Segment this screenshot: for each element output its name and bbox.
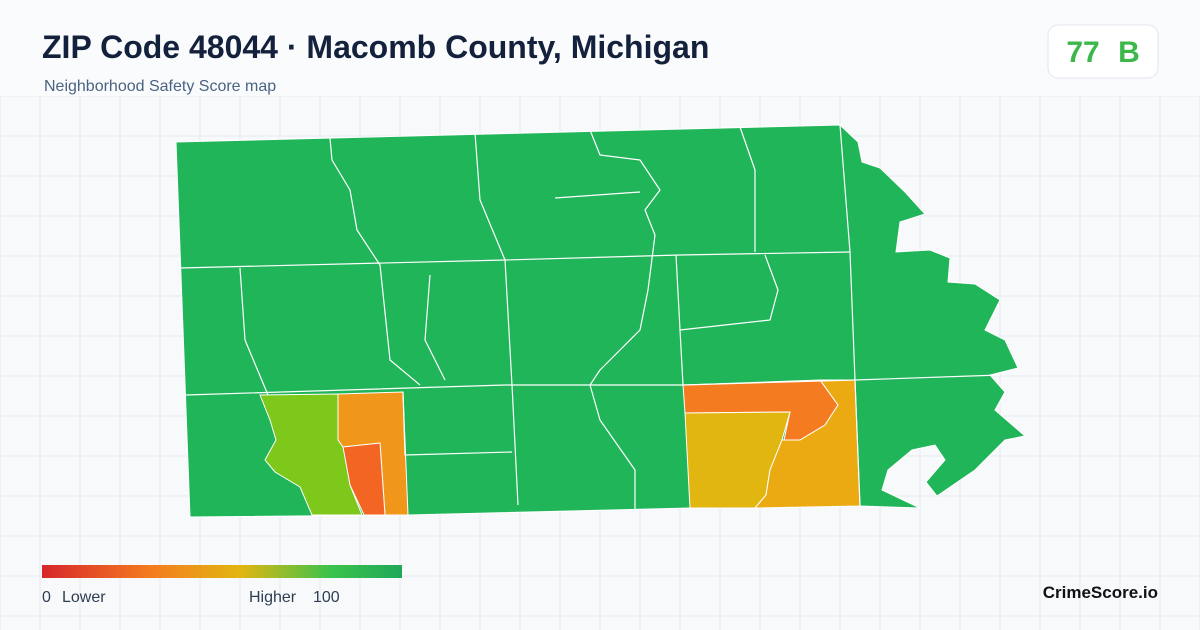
region: [342, 442, 386, 516]
boundary: [739, 126, 756, 252]
legend-min-label: Lower: [62, 589, 106, 606]
legend-max: 100: [313, 589, 340, 606]
legend-gradient: [42, 565, 402, 578]
boundary: [589, 129, 661, 510]
boundary: [179, 251, 851, 269]
zip-map: [175, 124, 1027, 518]
subtitle: Neighborhood Safety Score map: [44, 78, 276, 95]
boundary: [839, 124, 861, 507]
legend-max-label: Higher: [249, 589, 297, 606]
boundary: [474, 132, 519, 506]
boundary: [239, 267, 269, 396]
boundary: [402, 391, 513, 456]
header-band: [0, 0, 1200, 96]
legend-min: 0: [42, 589, 51, 606]
boundary: [679, 254, 779, 331]
boundary: [554, 191, 641, 199]
score-badge: [1047, 24, 1159, 79]
boundary: [424, 274, 446, 381]
title: ZIP Code 48044 · Macomb County, Michigan: [42, 29, 709, 65]
brand: CrimeScore.io: [1043, 583, 1158, 602]
score-value: 77: [1066, 36, 1099, 69]
score-grade: B: [1118, 36, 1140, 69]
boundary: [329, 137, 421, 386]
